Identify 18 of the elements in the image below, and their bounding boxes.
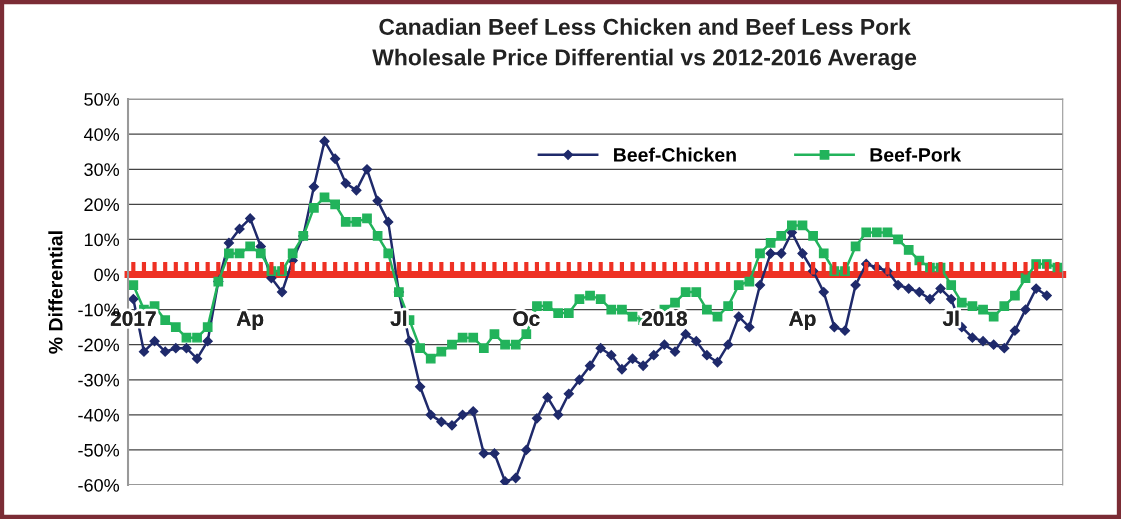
y-tick-label: -40%	[78, 408, 120, 422]
chart-title: Canadian Beef Less Chicken and Beef Less Pork Wholesale Price Differential vs 2012-2016 Average	[372, 18, 917, 71]
y-axis-title: % Differential	[48, 231, 63, 354]
y-tick-label: -30%	[78, 373, 120, 387]
y-tick-label: -60%	[78, 478, 120, 492]
legend-label: Beef-Pork	[870, 147, 962, 162]
y-tick-label: 30%	[84, 163, 120, 177]
y-tick-label: 40%	[83, 128, 120, 141]
y-tick-label: -50%	[78, 443, 120, 457]
y-tick-label: 0%	[94, 268, 120, 282]
y-tick-label: 20%	[84, 198, 120, 212]
x-tick-label: Ap	[236, 311, 264, 331]
y-tick-label: 10%	[84, 233, 120, 247]
y-tick-label: 50%	[84, 93, 120, 106]
x-tick-label: Ap	[789, 311, 816, 331]
legend-label: Beef-Chicken	[614, 147, 736, 162]
x-tick-label: Jl	[942, 310, 959, 326]
y-tick-label: -20%	[78, 338, 120, 352]
